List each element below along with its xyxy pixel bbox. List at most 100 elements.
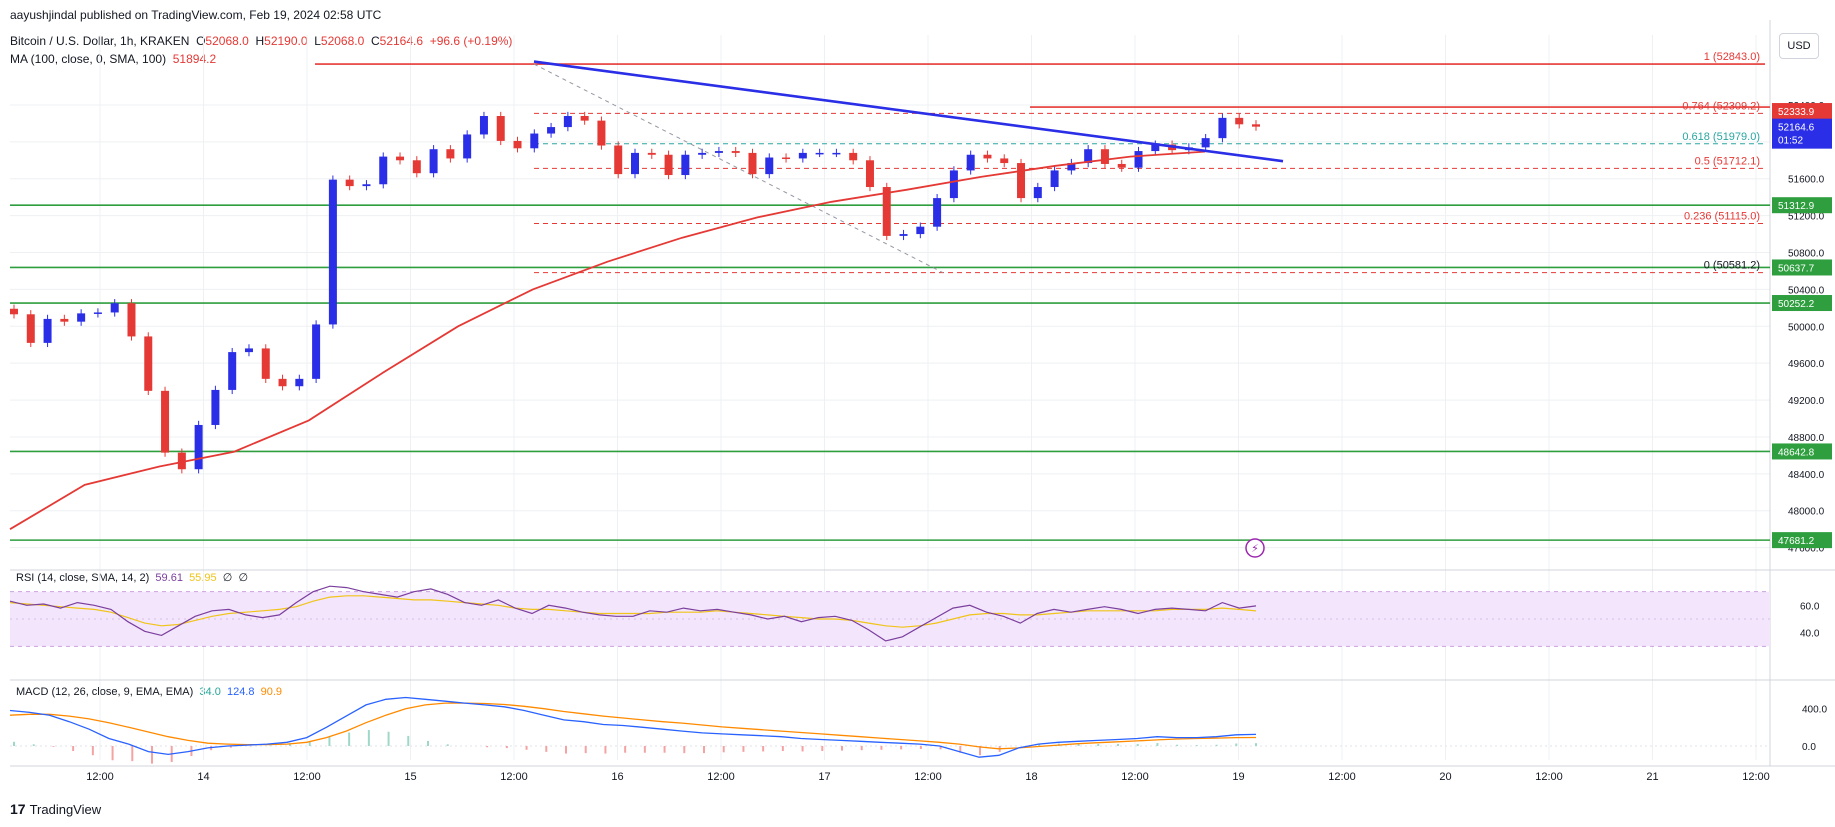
candle-body — [412, 160, 421, 174]
x-tick-label: 17 — [818, 771, 830, 783]
candle-body — [312, 324, 321, 379]
x-tick-label: 12:00 — [86, 771, 114, 783]
y-tick-label: 48000.0 — [1788, 507, 1825, 518]
alert-icon — [1245, 538, 1265, 558]
x-tick-label: 12:00 — [1121, 771, 1149, 783]
macd-hist-value: 34.0 — [199, 686, 221, 698]
ma-label[interactable]: MA (100, close, 0, SMA, 100) — [10, 52, 167, 66]
rsi-v4: ∅ — [238, 572, 249, 584]
candle-body — [1218, 117, 1227, 139]
candle-body — [899, 234, 908, 236]
open-label: O — [196, 34, 206, 48]
y-tick-label: 49600.0 — [1788, 359, 1825, 370]
currency-button[interactable]: USD — [1779, 33, 1819, 59]
candle-body — [60, 318, 69, 322]
candle-body — [77, 313, 86, 322]
candle-body — [916, 226, 925, 235]
candle-body — [698, 152, 707, 155]
candle-body — [882, 187, 891, 236]
candle-body — [933, 198, 942, 227]
y-tick-label: 48800.0 — [1788, 433, 1825, 444]
x-tick-label: 12:00 — [914, 771, 942, 783]
candle-body — [396, 156, 405, 161]
price-tag-label: 52164.6 — [1778, 123, 1815, 134]
candle-body — [161, 390, 170, 453]
candle-body — [1151, 144, 1160, 152]
candle-body — [328, 179, 337, 325]
candle-body — [496, 116, 505, 141]
fib-level-label: 0 (50581.2) — [1704, 260, 1760, 272]
candle-body — [815, 152, 824, 155]
candle-body — [1017, 163, 1026, 199]
fib-level-label: 1 (52843.0) — [1704, 51, 1760, 63]
ma-value: 51894.2 — [172, 52, 217, 66]
candle-body — [1201, 138, 1210, 148]
rsi-label[interactable]: RSI (14, close, SMA, 14, 2) — [16, 572, 150, 584]
candle-body — [345, 179, 354, 187]
candle-body — [513, 140, 522, 149]
price-tag-bg — [1772, 103, 1832, 120]
candle-body — [1000, 158, 1009, 164]
candle-body — [832, 152, 841, 155]
candle-body — [714, 151, 723, 153]
macd-signal-line — [9, 702, 1257, 750]
candle-body — [93, 312, 102, 314]
x-tick-label: 21 — [1646, 771, 1658, 783]
candle-body — [379, 156, 388, 185]
candle-body — [1134, 151, 1143, 168]
candle-body — [479, 116, 488, 135]
high-value: 52190.0 — [264, 34, 308, 48]
candle-body — [597, 120, 606, 146]
fib-diagonal — [533, 63, 944, 274]
rsi-value: 59.61 — [155, 572, 183, 584]
rsi-band — [10, 591, 1770, 647]
ma-legend: MA (100, close, 0, SMA, 100) 51894.2 — [10, 52, 216, 66]
candle-body — [244, 348, 253, 353]
y-tick-label: 50400.0 — [1788, 285, 1825, 296]
candle-body — [1117, 163, 1126, 168]
rsi-v3: ∅ — [222, 572, 233, 584]
candle-body — [362, 184, 371, 187]
candle-body — [614, 145, 623, 175]
tradingview-brand: TradingView — [29, 801, 102, 817]
candle-body — [211, 389, 220, 425]
open-value: 52068.0 — [205, 34, 249, 48]
tradingview-logo[interactable]: 17 TradingView — [10, 801, 101, 817]
candle-body — [1067, 163, 1076, 171]
candle-body — [782, 157, 791, 160]
support-tag-bg — [1772, 197, 1832, 214]
candle-body — [144, 336, 153, 391]
candle-body — [547, 127, 556, 134]
candle-body — [446, 149, 455, 159]
candle-body — [983, 154, 992, 159]
candle-body — [1033, 187, 1042, 199]
macd-line — [9, 696, 1257, 758]
high-label: H — [255, 34, 265, 48]
alert-bolt-icon: ⚡ — [1251, 543, 1259, 555]
candle-body — [43, 318, 52, 343]
support-tag-label: 50637.7 — [1778, 263, 1815, 274]
close-value: 52164.6 — [379, 34, 424, 48]
candle-body — [563, 116, 572, 128]
candle-body — [681, 154, 690, 176]
x-tick-label: 19 — [1232, 771, 1244, 783]
rsi-legend: RSI (14, close, SMA, 14, 2) 59.61 55.95 … — [16, 571, 248, 584]
y-tick-label: 49200.0 — [1788, 396, 1825, 407]
x-tick-label: 16 — [611, 771, 623, 783]
x-tick-label: 12:00 — [1535, 771, 1563, 783]
low-label: L — [314, 34, 321, 48]
candle-body — [463, 134, 472, 159]
y-tick-label: 50800.0 — [1788, 249, 1825, 260]
fib-level-label: 0.236 (51115.0) — [1684, 210, 1760, 222]
price-tag-countdown: 01:52 — [1778, 136, 1803, 147]
candle-body — [647, 152, 656, 155]
candle-body — [966, 154, 975, 171]
candle-body — [228, 352, 237, 390]
candle-body — [177, 452, 186, 470]
candle-body — [580, 116, 589, 121]
support-tag-label: 48642.8 — [1778, 447, 1815, 458]
candle-body — [261, 348, 270, 379]
macd-label[interactable]: MACD (12, 26, close, 9, EMA, EMA) — [16, 686, 194, 698]
candle-body — [865, 160, 874, 188]
